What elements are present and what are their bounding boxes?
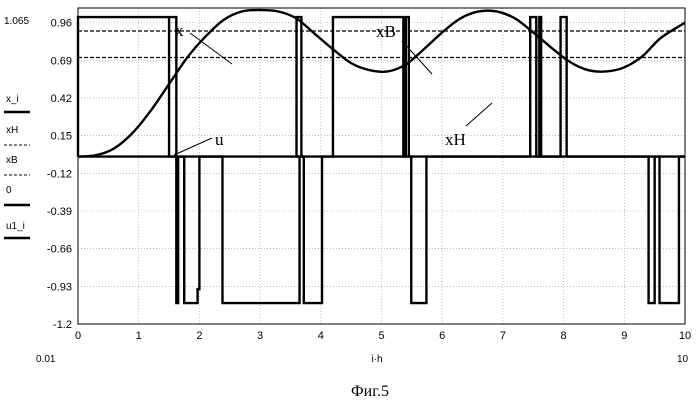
legend: x_i xH xB 0 u1_i [4,94,30,238]
annotation-x: x [175,21,184,40]
legend-entry-xh: xH [6,125,18,136]
y-tick-label: 0.69 [51,55,72,67]
annotation-u-pointer [174,138,212,155]
y-tick-label: -0.93 [47,281,72,293]
x-tick-label: 0 [75,330,81,342]
x-tick-label: 4 [318,330,324,342]
x-tick-label: 8 [561,330,567,342]
y-tick-label: 0.42 [51,93,72,105]
x-tick-label: 5 [378,330,384,342]
x-tick-label: 10 [679,330,691,342]
x-tick-label: 6 [439,330,445,342]
x-tick-label: 1 [136,330,142,342]
annotation-xh: xH [445,130,466,149]
figure-caption: Фиг.5 [351,383,389,400]
legend-entry-xb: xB [6,155,18,166]
y-tick-label: 0.15 [51,131,72,143]
y-tick-label: -1.2 [53,319,72,331]
y-tick-label: 0.96 [51,18,72,30]
annotation-x-pointer [190,33,232,64]
y-range-top-label: 1.065 [4,16,29,27]
annotation-xh-pointer [466,103,492,126]
legend-entry-u1i: u1_i [6,221,25,232]
x-tick-label: 9 [621,330,627,342]
x-range-left-label: 0.01 [36,354,56,365]
series-layer [78,10,685,303]
x-tick-label: 3 [257,330,263,342]
legend-entry-zero: 0 [6,185,12,196]
y-tick-labels: 1.230.960.690.420.15-0.12-0.39-0.66-0.93… [47,0,72,331]
annotation-xb: xB [376,22,396,41]
x-tick-label: 7 [500,330,506,342]
y-tick-label: -0.12 [47,168,72,180]
x-tick-labels: 0 1 2 3 4 5 6 7 8 9 10 [75,330,691,342]
legend-entry-xi: x_i [6,94,19,105]
annotation-u: u [215,130,224,149]
x-tick-label: 2 [196,330,202,342]
x-range-right-label: 10 [677,354,689,365]
y-tick-label: -0.66 [47,244,72,256]
y-tick-label: -0.39 [47,206,72,218]
x-axis-label: i·h [371,354,382,365]
